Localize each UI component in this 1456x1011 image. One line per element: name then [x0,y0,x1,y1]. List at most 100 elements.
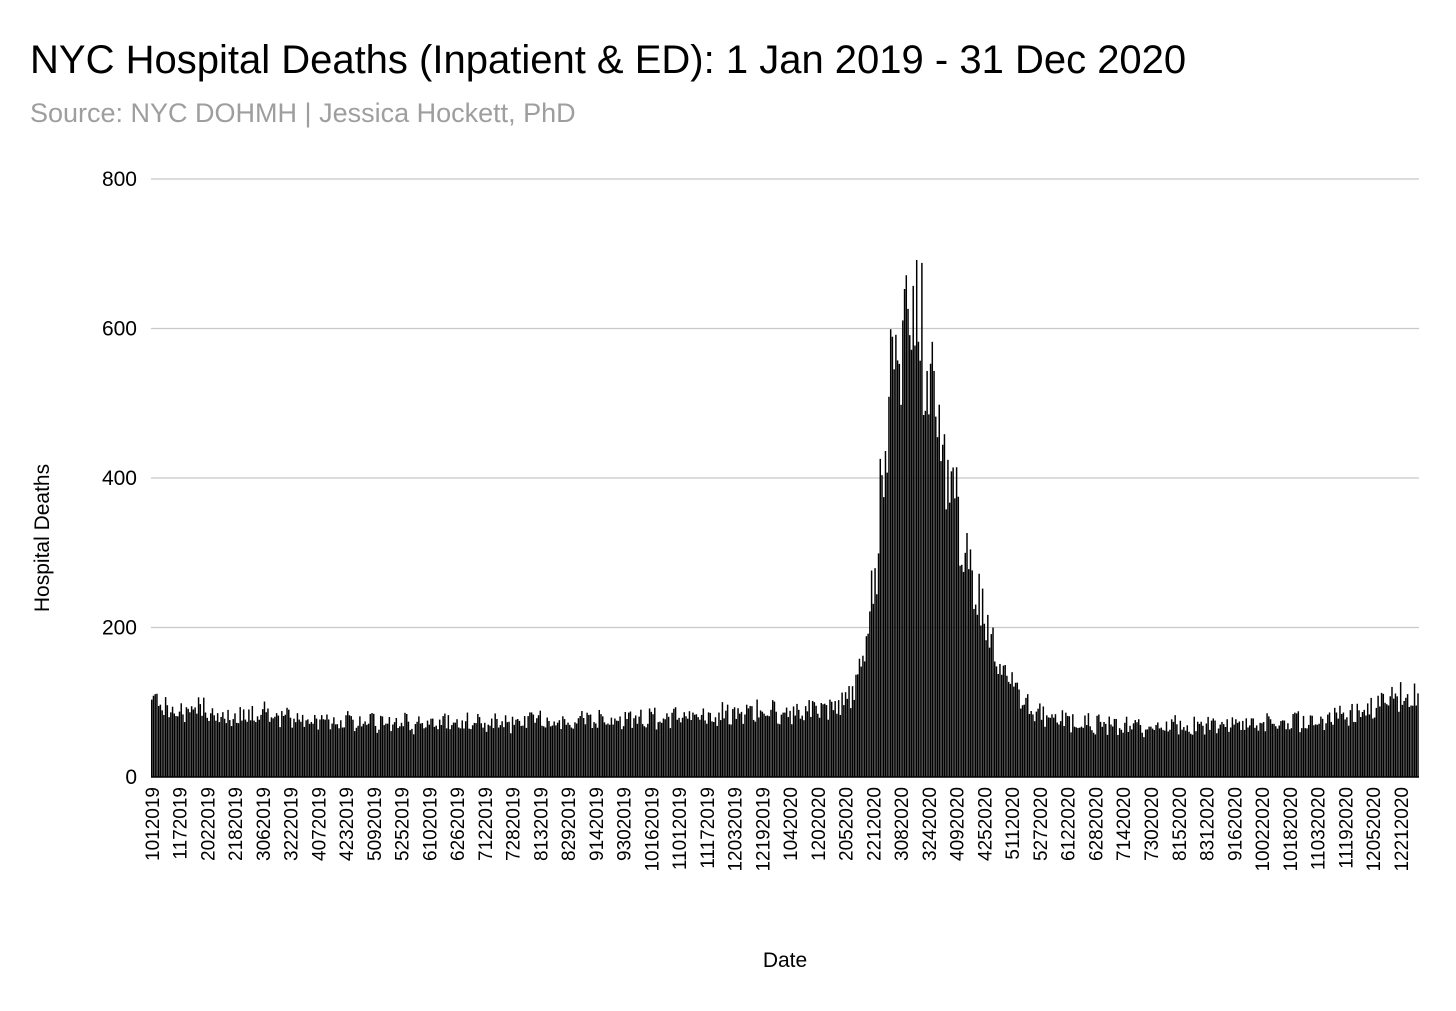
bar [1335,712,1338,777]
bar [863,661,866,777]
bar [156,693,158,777]
bar [508,721,510,777]
bar [1004,665,1006,777]
bar [360,726,363,777]
bar [373,713,375,777]
bar [733,707,736,777]
bar [182,714,184,777]
bar [1288,729,1291,777]
bar [163,714,165,777]
bar [544,727,547,777]
x-tick-label: 11012019 [670,787,691,870]
bar [1077,727,1079,777]
bar [433,726,436,777]
bar [523,716,526,777]
bar [719,720,722,777]
bar [485,731,488,777]
bar [159,704,162,777]
bar [314,714,316,777]
bar [910,349,913,777]
x-tick-label: 8292019 [559,787,580,861]
bar [225,723,228,777]
bar [1011,672,1013,777]
bar [1328,712,1331,777]
bar [726,704,729,777]
x-tick-label: 1202020 [809,787,830,861]
bar [215,720,217,777]
bar [1307,724,1310,777]
bar [236,722,238,777]
bar [804,706,807,777]
bar [771,700,774,777]
bar [267,708,269,777]
bar [428,724,431,777]
bar [1259,722,1261,777]
bar [971,570,973,777]
bar [1111,726,1114,777]
bar [640,709,642,777]
bar [976,614,979,777]
bar [296,713,299,777]
bar [824,703,826,777]
bar [1399,682,1402,777]
bar [628,712,630,777]
bar [759,710,762,777]
bar [666,713,668,777]
bar [1181,729,1183,777]
bar [832,710,835,777]
bar [324,719,326,777]
bar [1394,693,1397,777]
bar [1144,729,1147,777]
bar [477,713,479,777]
bar [1347,725,1350,777]
bar [891,336,894,777]
bar [581,711,583,777]
bar [288,709,290,777]
bar [1120,729,1123,777]
bar [395,717,398,777]
bar [577,718,580,777]
bar [742,723,744,777]
bar [938,404,940,777]
bar [699,719,701,777]
bar [1092,732,1095,777]
bar [244,719,247,777]
bar [903,288,906,777]
bar [527,716,529,777]
bar [371,713,373,777]
x-tick-label: 7142020 [1114,787,1135,861]
bar [567,722,569,777]
bar [1039,703,1041,777]
bar [1217,728,1220,777]
bar [711,721,713,777]
bar [286,707,288,777]
bar [713,721,715,777]
bar [896,360,899,777]
bar [933,370,935,777]
x-tick-label: 12052020 [1364,787,1385,872]
bar [525,727,528,777]
bar [827,719,829,777]
bar [622,726,625,777]
bar [985,640,987,777]
bar [1035,711,1038,777]
x-tick-labels: 1012019 1172019 2022019 2182019 3062019 32220… [143,787,1413,872]
bar [1072,714,1074,777]
bar [1281,720,1284,777]
bar [562,716,564,777]
bar [1321,718,1324,777]
bar [858,658,861,777]
bar [464,721,467,777]
bar [860,666,862,777]
x-tick-label: 6122020 [1059,787,1080,861]
bar [1360,717,1362,777]
x-tick-label: 2052020 [837,787,858,861]
bar [799,718,802,777]
bar [161,710,163,777]
bar [905,275,908,777]
bar [1155,724,1157,777]
bar [1323,730,1326,777]
bar [584,724,587,777]
x-tick-label: 1042020 [781,787,802,861]
x-tick-label: 11172019 [698,787,719,869]
